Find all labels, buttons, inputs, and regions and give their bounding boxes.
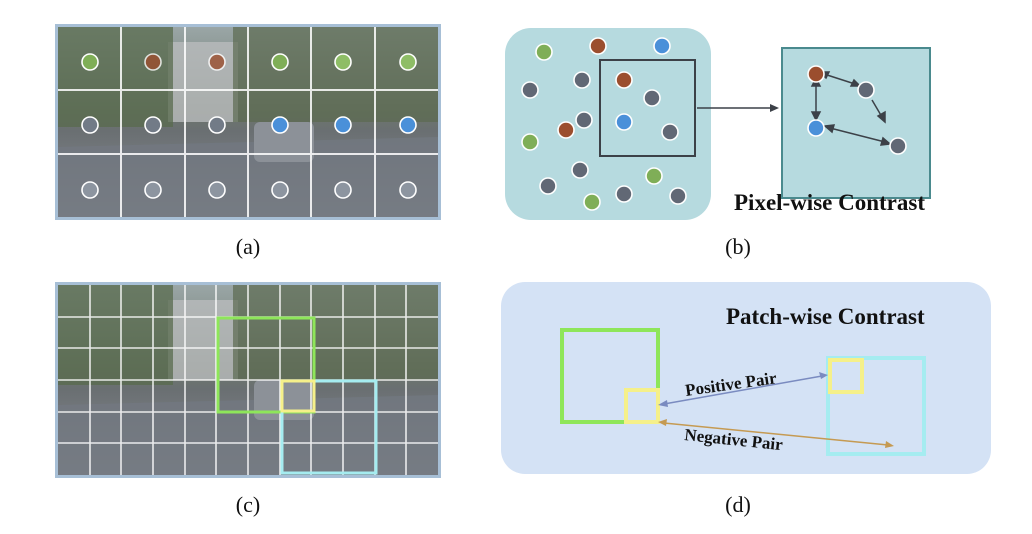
pixel-dot xyxy=(144,53,162,71)
pixel-dot xyxy=(615,185,633,203)
patch-green xyxy=(216,316,316,414)
patch-wise-contrast-diagram: Positive Pair Negative Pair xyxy=(501,282,991,474)
pixel-dot xyxy=(557,121,575,139)
pixel-dot xyxy=(535,43,553,61)
pixel-dot xyxy=(334,116,352,134)
caption-b: (b) xyxy=(725,234,751,259)
pixel-dot xyxy=(334,181,352,199)
car xyxy=(254,122,314,162)
pixel-dot xyxy=(573,71,591,89)
pixel-dots-a xyxy=(81,53,417,199)
pixel-dot xyxy=(271,181,289,199)
trees-right xyxy=(233,27,438,122)
pixel-dot xyxy=(575,111,593,129)
pixel-dot xyxy=(144,116,162,134)
pixel-dot xyxy=(208,53,226,71)
pixel-dot xyxy=(807,65,825,83)
pixel-dot xyxy=(144,181,162,199)
patch-green xyxy=(560,328,660,424)
patch-cyan xyxy=(826,356,926,456)
pixel-dot xyxy=(81,53,99,71)
selection-box xyxy=(599,59,696,157)
pixel-dot xyxy=(669,187,687,205)
pixel-grid-lines xyxy=(58,27,438,217)
patch-yellow xyxy=(280,379,316,413)
contrast-arrows xyxy=(810,71,892,146)
pixel-dot xyxy=(208,116,226,134)
pixel-dot xyxy=(857,81,875,99)
street-scene-image-a xyxy=(58,27,438,217)
pixel-dot xyxy=(583,193,601,211)
pixel-wise-contrast-title: Pixel-wise Contrast xyxy=(734,190,925,215)
zoom-arrowhead xyxy=(770,104,779,112)
negative-pair-arrow xyxy=(658,419,894,448)
pixel-dot xyxy=(208,181,226,199)
pixel-dot xyxy=(615,71,633,89)
pixel-dot xyxy=(399,181,417,199)
pixel-dot xyxy=(521,81,539,99)
pixel-dot xyxy=(589,37,607,55)
street-scene-image-c xyxy=(58,285,438,475)
patch-wise-contrast-title: Patch-wise Contrast xyxy=(726,304,925,329)
pixel-dot xyxy=(643,89,661,107)
trees-left xyxy=(58,27,173,127)
pixel-dot xyxy=(645,167,663,185)
pixel-dot xyxy=(571,161,589,179)
caption-a: (a) xyxy=(235,234,261,259)
pixel-dot xyxy=(521,133,539,151)
pixel-dot xyxy=(653,37,671,55)
pixel-dot xyxy=(334,53,352,71)
building xyxy=(168,300,238,380)
caption-d: (d) xyxy=(725,492,751,517)
caption-c: (c) xyxy=(235,492,261,517)
pixel-dot xyxy=(399,53,417,71)
street-scene-patch-grid xyxy=(55,282,441,478)
patch-yellow-left xyxy=(624,388,660,424)
pixel-cloud-dots xyxy=(521,37,687,211)
positive-pair-arrow xyxy=(658,372,828,407)
pixel-dot xyxy=(661,123,679,141)
patch-yellow-right xyxy=(828,358,864,394)
pixel-dot xyxy=(271,53,289,71)
pixel-wise-contrast-diagram xyxy=(505,28,931,220)
patch-cyan xyxy=(280,379,378,475)
pixel-dot xyxy=(81,116,99,134)
pixel-dot xyxy=(889,137,907,155)
street-scene-pixel-grid xyxy=(55,24,441,220)
zoomed-dots xyxy=(807,65,907,155)
building xyxy=(168,42,238,122)
zoomed-box xyxy=(781,47,931,199)
car xyxy=(254,380,314,420)
pixel-dot xyxy=(807,119,825,137)
pixel-dot xyxy=(81,181,99,199)
trees-right xyxy=(233,285,438,380)
pixel-dot xyxy=(615,113,633,131)
pixel-dot xyxy=(399,116,417,134)
pixel-dot xyxy=(271,116,289,134)
pixel-dot xyxy=(539,177,557,195)
trees-left xyxy=(58,285,173,385)
